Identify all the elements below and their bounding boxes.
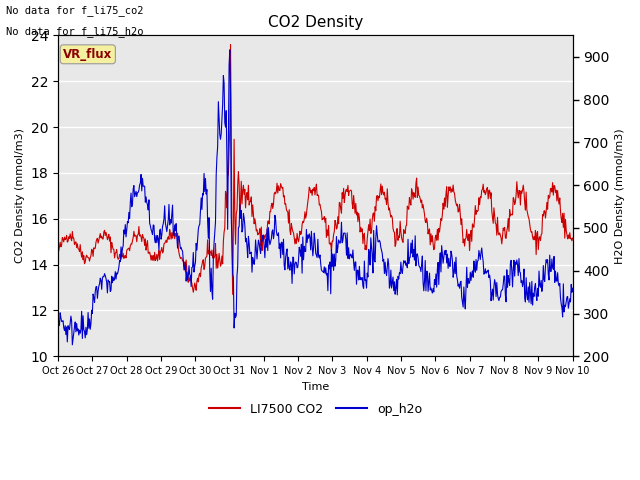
Y-axis label: H2O Density (mmol/m3): H2O Density (mmol/m3) (615, 128, 625, 264)
Y-axis label: CO2 Density (mmol/m3): CO2 Density (mmol/m3) (15, 128, 25, 264)
Text: No data for f_li75_co2: No data for f_li75_co2 (6, 5, 144, 16)
Text: VR_flux: VR_flux (63, 48, 113, 61)
Text: No data for f_li75_h2o: No data for f_li75_h2o (6, 26, 144, 37)
Title: CO2 Density: CO2 Density (268, 15, 363, 30)
Legend: LI7500 CO2, op_h2o: LI7500 CO2, op_h2o (204, 398, 427, 420)
X-axis label: Time: Time (301, 382, 329, 392)
